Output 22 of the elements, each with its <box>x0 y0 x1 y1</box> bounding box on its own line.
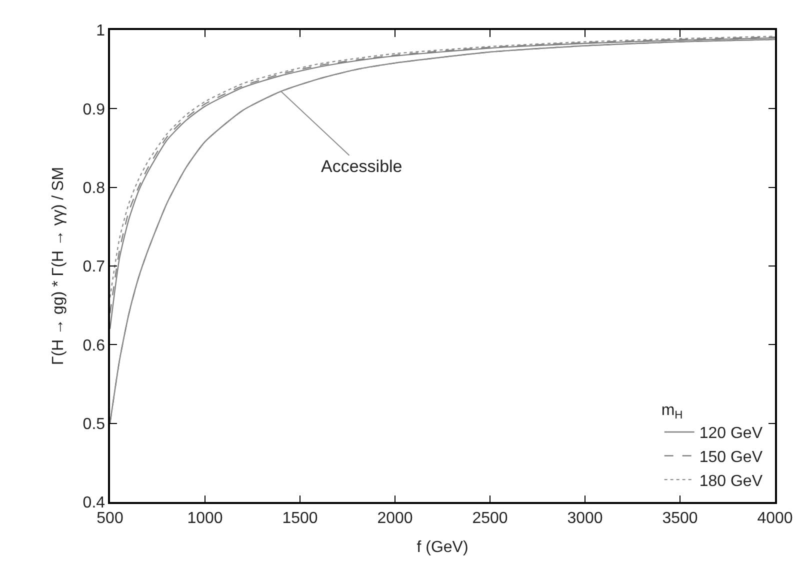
x-tick-label: 500 <box>96 510 124 527</box>
y-tick-label: 1 <box>96 22 106 40</box>
annotation: Accessible <box>321 157 402 176</box>
y-tick-label: 0.9 <box>82 101 106 118</box>
x-tick-label: 1500 <box>282 510 318 527</box>
y-tick-label: 0.4 <box>82 494 106 512</box>
y-tick-label: 0.6 <box>82 337 106 354</box>
legend-title: m$_{H}$ <box>661 402 683 422</box>
legend-label: 180 GeV <box>699 472 763 490</box>
legend-label: 150 GeV <box>699 449 763 466</box>
x-tick-label: 2500 <box>472 510 508 527</box>
x-tick-label: 3000 <box>567 510 603 527</box>
y-tick-label: 0.7 <box>82 258 106 276</box>
x-tick-label: 2000 <box>377 510 413 527</box>
y-tick-label: 0.8 <box>82 180 106 197</box>
legend-label: 120 GeV <box>699 425 763 442</box>
y-axis-title: Γ(H → gg) * Γ(H → γγ) / SM <box>50 166 68 366</box>
x-tick-label: 1000 <box>187 510 223 527</box>
x-axis-title: f (GeV) <box>416 539 468 556</box>
y-tick-label: 0.5 <box>82 416 106 433</box>
x-tick-label: 4000 <box>757 510 793 527</box>
x-tick-label: 3500 <box>662 510 698 527</box>
